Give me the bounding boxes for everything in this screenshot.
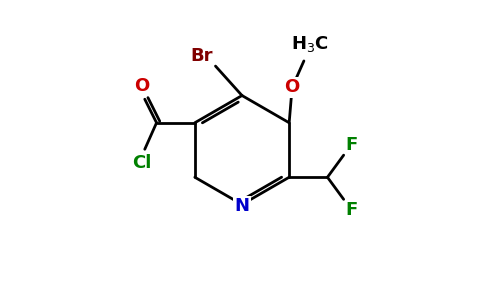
- Text: F: F: [345, 201, 357, 219]
- Text: H$_3$C: H$_3$C: [291, 34, 329, 54]
- Text: O: O: [134, 77, 150, 95]
- Text: Cl: Cl: [132, 154, 151, 172]
- Text: Br: Br: [190, 46, 212, 64]
- Text: F: F: [345, 136, 357, 154]
- Text: N: N: [235, 197, 249, 215]
- Text: O: O: [285, 78, 300, 96]
